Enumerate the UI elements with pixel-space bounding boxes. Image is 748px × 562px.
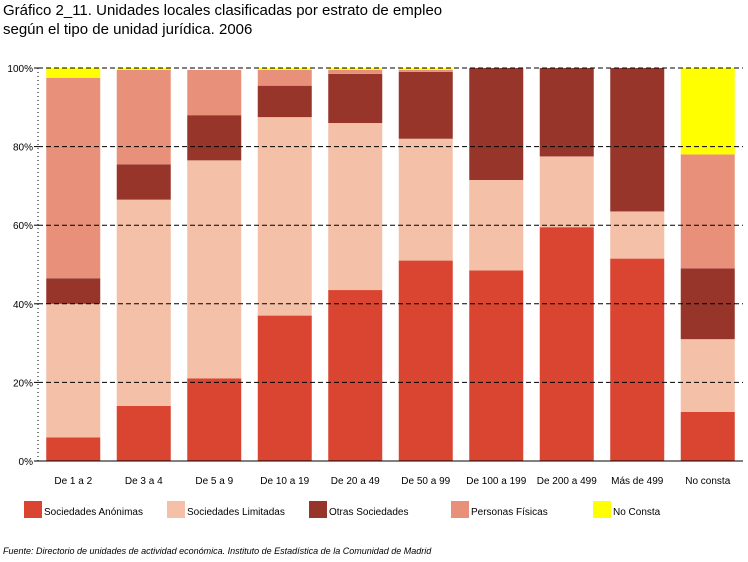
bar-segment xyxy=(680,339,735,412)
bar-segment xyxy=(116,68,171,70)
legend-label: Personas Físicas xyxy=(471,507,548,518)
x-tick-label: De 50 a 99 xyxy=(401,476,450,487)
legend-swatch xyxy=(451,501,469,518)
bar-segment xyxy=(680,68,735,155)
bar-segment xyxy=(116,69,171,165)
bar-segment xyxy=(257,85,312,118)
bar-segment xyxy=(398,69,453,72)
legend-swatch xyxy=(593,501,611,518)
legend-swatch xyxy=(167,501,185,518)
bar-segment xyxy=(680,411,735,461)
bar-segment xyxy=(469,68,524,181)
legend-label: Otras Sociedades xyxy=(329,507,409,518)
bar-segment xyxy=(187,69,242,116)
bar-segment xyxy=(328,69,383,74)
bar-segment xyxy=(257,117,312,316)
legend-swatch xyxy=(309,501,327,518)
bar-segment xyxy=(257,69,312,86)
bar-segment xyxy=(398,260,453,461)
bar-segment xyxy=(187,160,242,379)
y-tick-label: 100% xyxy=(7,64,33,75)
bar-segment xyxy=(398,68,453,70)
bar-segment xyxy=(116,199,171,406)
bar-segment xyxy=(46,278,101,304)
bar-segment xyxy=(539,156,594,228)
legend-swatch xyxy=(24,501,42,518)
legend-label: Sociedades Anónimas xyxy=(44,507,143,518)
legend-label: No Consta xyxy=(613,507,661,518)
x-tick-label: De 20 a 49 xyxy=(331,476,380,487)
bar-segment xyxy=(46,437,101,461)
y-tick-label: 40% xyxy=(13,300,33,311)
x-tick-label: De 10 a 19 xyxy=(260,476,309,487)
bar-segment xyxy=(398,71,453,139)
legend-label: Sociedades Limitadas xyxy=(187,507,285,518)
bar-segment xyxy=(187,115,242,161)
y-tick-label: 20% xyxy=(13,378,33,389)
bar-segment xyxy=(469,270,524,461)
y-tick-label: 0% xyxy=(19,457,34,468)
bar-segment xyxy=(328,73,383,124)
y-tick-label: 80% xyxy=(13,143,33,154)
x-tick-label: De 100 a 199 xyxy=(466,476,526,487)
bar-segment xyxy=(328,123,383,291)
x-tick-label: No consta xyxy=(685,476,730,487)
bar-segment xyxy=(680,154,735,269)
bar-segment xyxy=(187,378,242,461)
bar-segment xyxy=(257,315,312,461)
bar-segment xyxy=(46,303,101,438)
bar-segment xyxy=(539,227,594,461)
y-tick-label: 60% xyxy=(13,221,33,232)
bar-segment xyxy=(116,164,171,200)
x-tick-label: De 200 a 499 xyxy=(537,476,597,487)
x-tick-label: De 5 a 9 xyxy=(195,476,233,487)
x-tick-label: Más de 499 xyxy=(611,476,664,487)
source-note: Fuente: Directorio de unidades de activi… xyxy=(3,546,432,556)
bar-segment xyxy=(257,68,312,70)
bar-segment xyxy=(610,68,665,212)
bar-segment xyxy=(116,405,171,461)
x-tick-label: De 3 a 4 xyxy=(125,476,163,487)
chart-title-line-2: según el tipo de unidad jurídica. 2006 xyxy=(3,21,253,38)
chart-title-line-1: Gráfico 2_11. Unidades locales clasifica… xyxy=(3,2,443,19)
chart-title: Gráfico 2_11. Unidades locales clasifica… xyxy=(3,1,442,39)
x-tick-label: De 1 a 2 xyxy=(54,476,92,487)
bar-segment xyxy=(610,211,665,259)
bar-segment xyxy=(46,68,101,78)
bar-segment xyxy=(328,68,383,70)
bar-segment xyxy=(46,77,101,279)
bar-segment xyxy=(610,258,665,461)
bar-segment xyxy=(398,138,453,261)
bar-segment xyxy=(328,290,383,461)
bar-segment xyxy=(539,68,594,157)
stacked-bar-chart: De 1 a 2 De 3 a 4 De 5 a 9 De 10 a 19 De 20 … xyxy=(7,64,743,518)
